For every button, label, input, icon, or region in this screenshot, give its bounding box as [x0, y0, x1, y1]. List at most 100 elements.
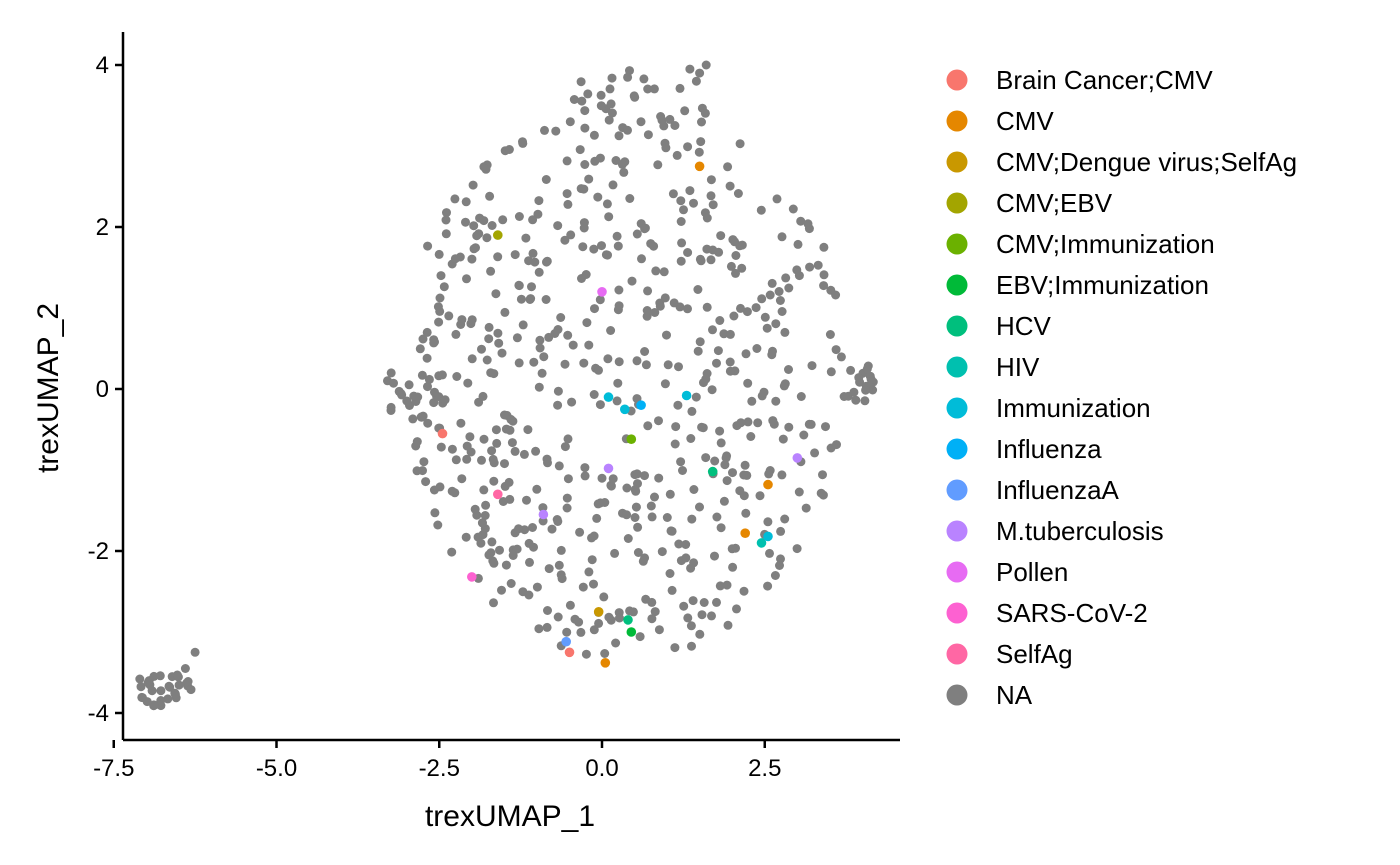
scatter-point-na — [605, 84, 615, 94]
scatter-point-na — [723, 620, 733, 630]
scatter-point-na — [542, 257, 551, 267]
scatter-point-na — [532, 582, 542, 592]
scatter-point-na — [686, 434, 696, 443]
scatter-point-na — [862, 364, 872, 374]
scatter-point-na — [707, 385, 717, 395]
scatter-point-na — [423, 418, 433, 428]
scatter-point-na — [524, 256, 534, 266]
scatter-point-na — [662, 513, 672, 522]
scatter-point-na — [606, 99, 616, 109]
scatter-point-na — [759, 387, 769, 397]
scatter-point — [626, 627, 637, 637]
scatter-point-na — [584, 567, 594, 577]
scatter-point-na — [677, 238, 687, 248]
scatter-point — [681, 390, 692, 401]
scatter-point-na — [422, 327, 432, 337]
scatter-point-na — [729, 311, 739, 321]
scatter-point-na — [793, 239, 803, 249]
scatter-point-na — [447, 547, 457, 557]
scatter-point-na — [386, 368, 396, 378]
scatter-point-na — [725, 357, 735, 367]
scatter-point-na — [861, 385, 871, 395]
x-tick-label: -5.0 — [256, 755, 297, 782]
scatter-point-na — [501, 560, 511, 570]
scatter-point-na — [537, 368, 547, 378]
scatter-point-na — [396, 389, 406, 398]
scatter-point-na — [412, 437, 422, 447]
scatter-point-na — [743, 378, 753, 388]
scatter-point-na — [472, 231, 482, 241]
scatter-point-na — [155, 671, 165, 681]
scatter-point-na — [700, 108, 710, 118]
scatter-point-na — [535, 335, 545, 345]
scatter-point-na — [708, 245, 718, 255]
scatter-point-na — [723, 162, 733, 172]
scatter-point-na — [712, 512, 722, 522]
scatter-point-na — [632, 229, 642, 239]
scatter-point-na — [149, 700, 159, 710]
scatter-point-na — [643, 286, 653, 296]
scatter-point-na — [771, 396, 781, 406]
scatter-point-na — [514, 212, 524, 221]
scatter-point-na — [582, 318, 592, 328]
scatter-point-na — [415, 344, 425, 354]
scatter-point-na — [562, 493, 572, 503]
scatter-point-na — [770, 571, 780, 580]
scatter-point-na — [667, 526, 677, 536]
scatter-point — [623, 615, 633, 625]
scatter-point-na — [774, 287, 784, 296]
scatter-point-na — [589, 244, 599, 254]
scatter-point-na — [510, 446, 520, 456]
scatter-point-na — [467, 315, 477, 325]
scatter-point — [763, 531, 773, 542]
scatter-point-na — [421, 477, 431, 487]
scatter-point-na — [767, 350, 777, 360]
scatter-point-na — [669, 298, 679, 308]
scatter-point-na — [580, 160, 590, 169]
legend-key — [946, 438, 968, 460]
scatter-point-na — [551, 126, 561, 136]
scatter-point-na — [456, 418, 466, 428]
scatter-point-na — [580, 471, 590, 481]
scatter-point-na — [500, 459, 509, 469]
legend-label: HIV — [996, 352, 1040, 382]
scatter-point-na — [695, 68, 705, 78]
scatter-point — [600, 658, 611, 668]
scatter-point-na — [851, 395, 861, 405]
scatter-point-na — [450, 254, 460, 264]
legend-key — [946, 69, 968, 91]
scatter-point-na — [687, 641, 696, 651]
scatter-point-na — [557, 574, 567, 584]
scatter-point-na — [413, 392, 423, 402]
scatter-point-na — [728, 468, 737, 478]
scatter-point-na — [670, 439, 680, 449]
scatter-point-na — [163, 694, 173, 704]
legend-key — [946, 561, 968, 583]
scatter-point-na — [580, 106, 590, 116]
scatter-point-na — [457, 474, 467, 484]
scatter-point — [437, 428, 448, 439]
scatter-point — [694, 161, 705, 172]
scatter-point-na — [663, 360, 673, 370]
scatter-point-na — [725, 329, 735, 339]
scatter-point-na — [737, 263, 747, 273]
legend-label: Brain Cancer;CMV — [996, 65, 1213, 95]
scatter-point-na — [461, 217, 470, 227]
scatter-point-na — [742, 307, 752, 317]
scatter-point-na — [659, 267, 669, 277]
y-tick-label: -4 — [88, 700, 109, 727]
scatter-point — [792, 453, 803, 463]
scatter-point-na — [489, 558, 499, 568]
scatter-point-na — [765, 548, 774, 558]
scatter-point-na — [461, 197, 471, 207]
scatter-point-na — [719, 329, 729, 339]
scatter-point-na — [635, 632, 645, 642]
scatter-point-na — [498, 497, 508, 506]
scatter-point-na — [683, 142, 693, 152]
scatter-point-na — [516, 294, 526, 304]
scatter-point-na — [641, 594, 651, 604]
scatter-point-na — [776, 526, 786, 536]
scatter-point-na — [589, 579, 598, 589]
scatter-point-na — [836, 352, 846, 362]
scatter-point-na — [462, 441, 472, 451]
